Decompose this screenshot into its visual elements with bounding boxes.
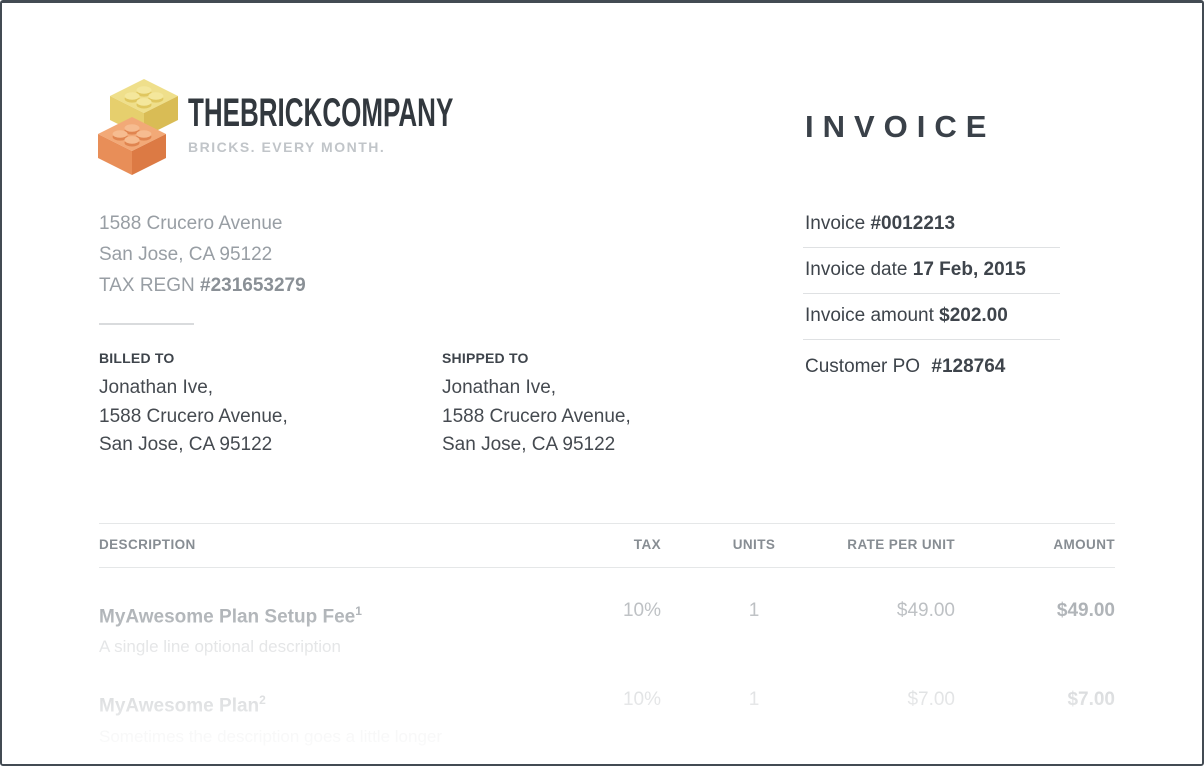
invoice-date-value: 17 Feb, 2015 (912, 259, 1026, 280)
item-note: A single line optional description (99, 637, 341, 657)
item-title: MyAwesome Plan2 (99, 693, 266, 717)
item-rate: $49.00 (896, 600, 955, 621)
customer-po-value: #128764 (931, 356, 1006, 377)
item-note: Sometimes the description goes a little … (99, 726, 443, 746)
invoice-title: INVOICE (805, 109, 996, 144)
table-row: MyAwesome Plan Setup Fee1 A single line … (99, 568, 1115, 657)
shipped-to-name: Jonathan Ive, (442, 377, 557, 398)
item-title: MyAwesome Plan Setup Fee1 (99, 604, 362, 628)
company-address-line2: San Jose, CA 95122 (99, 244, 273, 265)
lego-bricks-icon (98, 79, 178, 175)
item-tax: 10% (622, 689, 661, 711)
col-header-description: DESCRIPTION (99, 537, 196, 552)
invoice-amount-row: Invoice amount $202.00 (803, 294, 1060, 340)
company-brand-text: THEBRICKCOMPANY BRICKS. EVERY MONTH. (188, 79, 596, 175)
invoice-date-label: Invoice date (805, 259, 908, 280)
billed-to-street: 1588 Crucero Avenue, (99, 405, 288, 427)
company-address-line1: 1588 Crucero Avenue (99, 213, 283, 234)
item-units: 1 (748, 600, 760, 621)
company-name: THEBRICKCOMPANY (188, 91, 454, 135)
shipped-to-heading: SHIPPED TO (442, 350, 529, 366)
item-tax: 10% (622, 600, 661, 621)
tax-regn-number: #231653279 (200, 275, 306, 296)
item-description-cell: MyAwesome Plan Setup Fee1 A single line … (99, 600, 571, 657)
col-header-tax: TAX (633, 537, 661, 552)
item-description-cell: MyAwesome Plan2 Sometimes the descriptio… (99, 689, 571, 746)
item-amount: $7.00 (1067, 689, 1115, 711)
col-header-rate-per-unit: RATE PER UNIT (847, 537, 955, 552)
item-units: 1 (748, 689, 760, 711)
invoice-number-row: Invoice #0012213 (803, 202, 1060, 248)
table-header-row: DESCRIPTION TAX UNITS RATE PER UNIT AMOU… (99, 524, 1115, 568)
item-rate: $7.00 (907, 689, 955, 711)
shipped-to-lines: Jonathan Ive, 1588 Crucero Avenue, San J… (442, 374, 785, 460)
billed-to-lines: Jonathan Ive, 1588 Crucero Avenue, San J… (99, 374, 442, 460)
invoice-amount-label: Invoice amount (805, 305, 934, 326)
line-items-table: DESCRIPTION TAX UNITS RATE PER UNIT AMOU… (99, 523, 1115, 747)
company-address: 1588 Crucero Avenue San Jose, CA 95122 T… (99, 208, 306, 301)
billed-to-city: San Jose, CA 95122 (99, 434, 273, 455)
shipped-to-city: San Jose, CA 95122 (442, 434, 616, 455)
invoice-number-label: Invoice (805, 213, 866, 234)
item-footnote-marker: 1 (355, 604, 362, 618)
customer-po-label: Customer PO (805, 356, 921, 377)
invoice-date-row: Invoice date 17 Feb, 2015 (803, 248, 1060, 294)
billed-to-block: BILLED TO Jonathan Ive, 1588 Crucero Ave… (99, 350, 442, 460)
shipped-to-block: SHIPPED TO Jonathan Ive, 1588 Crucero Av… (442, 350, 785, 460)
billing-section: BILLED TO Jonathan Ive, 1588 Crucero Ave… (99, 350, 785, 460)
table-row: MyAwesome Plan2 Sometimes the descriptio… (99, 657, 1115, 746)
company-tagline: BRICKS. EVERY MONTH. (188, 139, 386, 155)
company-brand: THEBRICKCOMPANY BRICKS. EVERY MONTH. (98, 79, 596, 175)
invoice-number-value: #0012213 (870, 213, 956, 234)
invoice-meta: Invoice #0012213 Invoice date 17 Feb, 20… (803, 202, 1060, 390)
col-header-amount: AMOUNT (1053, 537, 1115, 552)
item-footnote-marker: 2 (259, 693, 266, 708)
billed-to-name: Jonathan Ive, (99, 377, 214, 398)
shipped-to-street: 1588 Crucero Avenue, (442, 405, 631, 427)
address-divider (99, 323, 194, 325)
customer-po-row: Customer PO #128764 (803, 340, 1060, 390)
invoice-amount-value: $202.00 (939, 305, 1008, 326)
item-amount: $49.00 (1056, 600, 1115, 621)
company-tax-line: TAX REGN #231653279 (99, 270, 306, 301)
billed-to-heading: BILLED TO (99, 350, 175, 366)
tax-regn-label: TAX REGN (99, 275, 195, 296)
col-header-units: UNITS (732, 537, 776, 552)
